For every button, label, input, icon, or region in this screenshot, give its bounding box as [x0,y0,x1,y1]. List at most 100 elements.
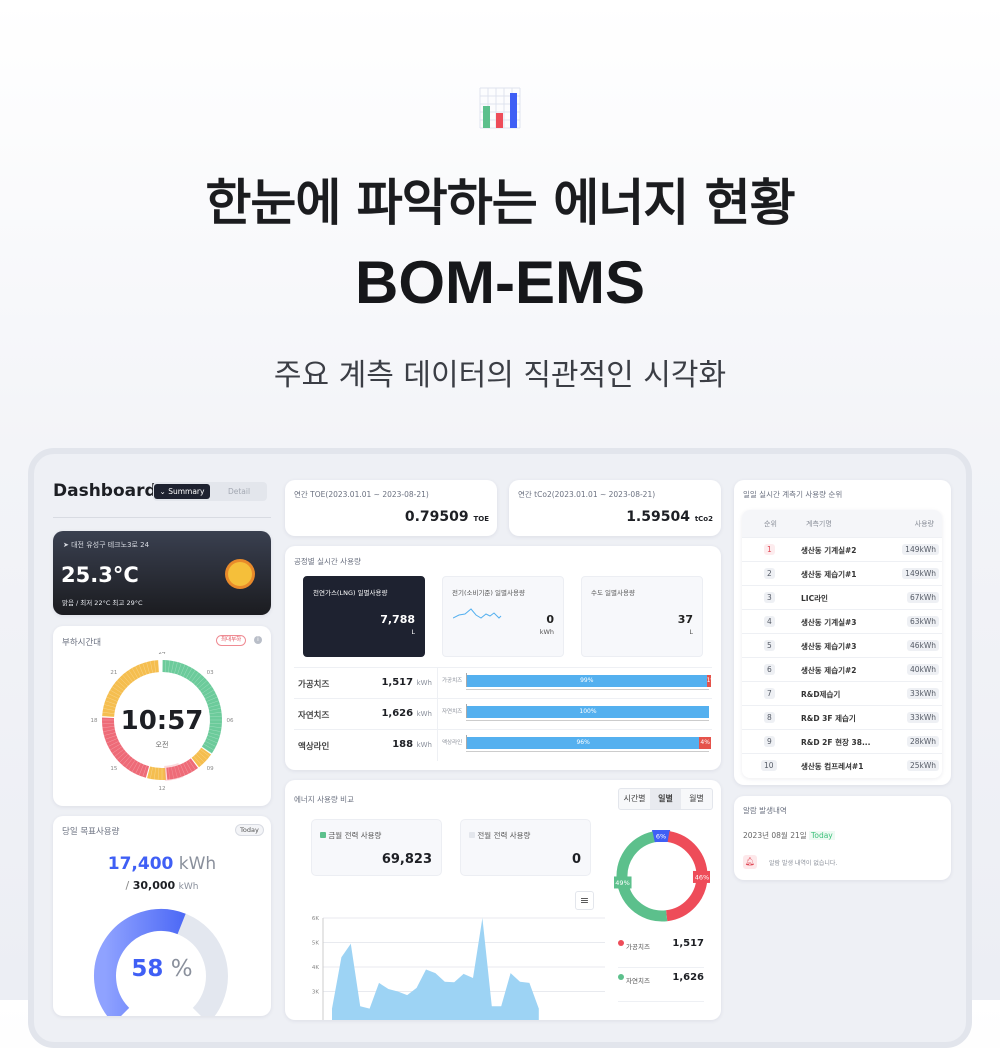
info-icon[interactable]: i [254,636,262,644]
today-label: Today [809,831,835,840]
process-tile[interactable]: 천연가스(LNG) 일별사용량 7,788 L [303,576,425,657]
ranking-row[interactable]: 2 생산동 제습기#1 149kWh [742,561,942,585]
legend-swatch [320,832,326,838]
meter-usage: 46kWh [907,640,939,651]
tab-period[interactable]: 일별 [650,789,681,809]
rank-badge: 3 [764,592,775,603]
target-percent: 58 % [53,956,271,982]
alarm-card: 알람 발생내역 2023년 08월 21일 Today 🔔︎ 알람 발생 내역이… [734,796,951,880]
process-title: 공정별 실시간 사용량 [294,556,361,567]
meter-usage: 149kWh [902,568,939,579]
tile-unit: L [411,628,415,636]
bar-rest: 1% [707,675,711,687]
today-badge: Today [235,824,264,836]
alarm-date: 2023년 08월 21일 Today [743,830,835,841]
tab-period[interactable]: 시간별 [619,789,650,809]
meter-name: R&D 3F 제습기 [801,713,856,724]
compare-title: 에너지 사용량 비교 [294,794,354,805]
chevron-down-icon: ⌄ [160,487,169,496]
ranking-row[interactable]: 3 LIC라인 67kWh [742,585,942,609]
load-title: 부하시간대 [62,636,101,648]
tile-label: 전기(소비기준) 일별사용량 [452,587,525,597]
meter-usage: 67kWh [907,592,939,603]
hour-label: 15 [110,766,117,772]
meter-name: R&D 2F 현장 38... [801,737,871,748]
tile-label: 천연가스(LNG) 일별사용량 [313,587,387,597]
bar-main: 100% [467,706,709,718]
donut-legend-item: 자연치즈 1,626 [618,972,704,1002]
this-month-label: 금월 전력 사용량 [328,831,381,840]
last-month-value: 0 [572,852,581,867]
location-arrow-icon: ➤ [63,541,71,549]
ranking-row[interactable]: 10 생산동 컴프레셔#1 25kWh [742,753,942,777]
meter-usage: 40kWh [907,664,939,675]
donut-label: 6% [656,833,666,841]
process-tile[interactable]: 전기(소비기준) 일별사용량 0 kWh [442,576,564,657]
hour-label: 03 [207,670,214,676]
process-tile[interactable]: 수도 일별사용량 37 L [581,576,703,657]
bell-icon: 🔔︎ [743,855,757,869]
ranking-row[interactable]: 4 생산동 기계실#3 63kWh [742,609,942,633]
peak-badge: 최대부하 [216,635,246,646]
weather-location: ➤ 대전 유성구 테크노3로 24 [63,540,149,550]
page-title: Dashboard [53,481,157,501]
this-month-box: 금월 전력 사용량 69,823 [311,819,442,876]
view-toggle: ⌄ Summary Detail [153,482,267,501]
rank-badge: 5 [764,640,775,651]
ranking-row[interactable]: 8 R&D 3F 제습기 33kWh [742,705,942,729]
tile-unit: kWh [540,628,554,636]
hour-label: 12 [159,786,166,792]
ranking-row[interactable]: 5 생산동 제습기#3 46kWh [742,633,942,657]
meter-name: LIC라인 [801,593,828,604]
rank-badge: 8 [764,712,775,723]
last-month-label: 전월 전력 사용량 [477,831,530,840]
meter-usage: 149kWh [902,544,939,555]
donut-legend-item: 가공치즈 1,517 [618,938,704,968]
tab-summary[interactable]: ⌄ Summary [154,484,210,499]
ranking-row[interactable]: 7 R&D제습기 33kWh [742,681,942,705]
tile-unit: L [689,628,693,636]
ranking-row[interactable]: 9 R&D 2F 현장 38... 28kWh [742,729,942,753]
ranking-title: 일일 실시간 계측기 사용량 순위 [743,489,842,500]
bar-rest: 4% [699,737,711,749]
toe-card: 연간 TOE(2023.01.01 ~ 2023-08-21) 0.79509 … [285,480,497,536]
process-card: 공정별 실시간 사용량 천연가스(LNG) 일별사용량 7,788 L 전기(소… [285,546,721,770]
weather-card: ➤ 대전 유성구 테크노3로 24 25.3°C 맑음 / 최저 22°C 최고… [53,531,271,615]
toe-label: 연간 TOE(2023.01.01 ~ 2023-08-21) [294,489,429,500]
meter-name: 생산동 기계실#3 [801,617,857,628]
bar-main: 99% [467,675,707,687]
weather-temperature: 25.3°C [61,563,139,587]
meter-usage: 25kWh [907,760,939,771]
process-row: 가공치즈 1,517 kWh 가공치즈 99% 1% [294,667,712,698]
bar-chart-icon [478,86,522,130]
rank-badge: 4 [764,616,775,627]
tab-period[interactable]: 월별 [681,789,712,809]
target-title: 당일 목표사용량 [62,825,119,837]
this-month-value: 69,823 [382,852,432,867]
hour-label: 21 [110,670,117,676]
hamburger-menu-icon[interactable]: ≡ [575,891,594,910]
ranking-row[interactable]: 6 생산동 제습기#2 40kWh [742,657,942,681]
donut-label: 46% [695,873,709,881]
legend-swatch [469,832,475,838]
clock-ampm: 오전 [53,740,271,750]
area-series [332,918,539,1020]
hour-label: 09 [207,766,214,772]
tile-value: 7,788 [380,613,415,626]
tab-detail[interactable]: Detail [213,484,265,499]
ranking-row[interactable]: 1 생산동 기계실#2 149kWh [742,537,942,561]
meter-usage: 33kWh [907,712,939,723]
target-current: 17,400 kWh [53,854,271,874]
target-goal: / 30,000 kWh [53,879,271,892]
rank-badge: 10 [761,760,777,771]
target-usage-card: 당일 목표사용량 Today 17,400 kWh / 30,000 kWh 5… [53,816,271,1016]
rank-badge: 1 [764,544,775,555]
y-tick-label: 5K [312,941,319,947]
tile-value: 37 [678,613,693,626]
bar-main: 96% [467,737,699,749]
